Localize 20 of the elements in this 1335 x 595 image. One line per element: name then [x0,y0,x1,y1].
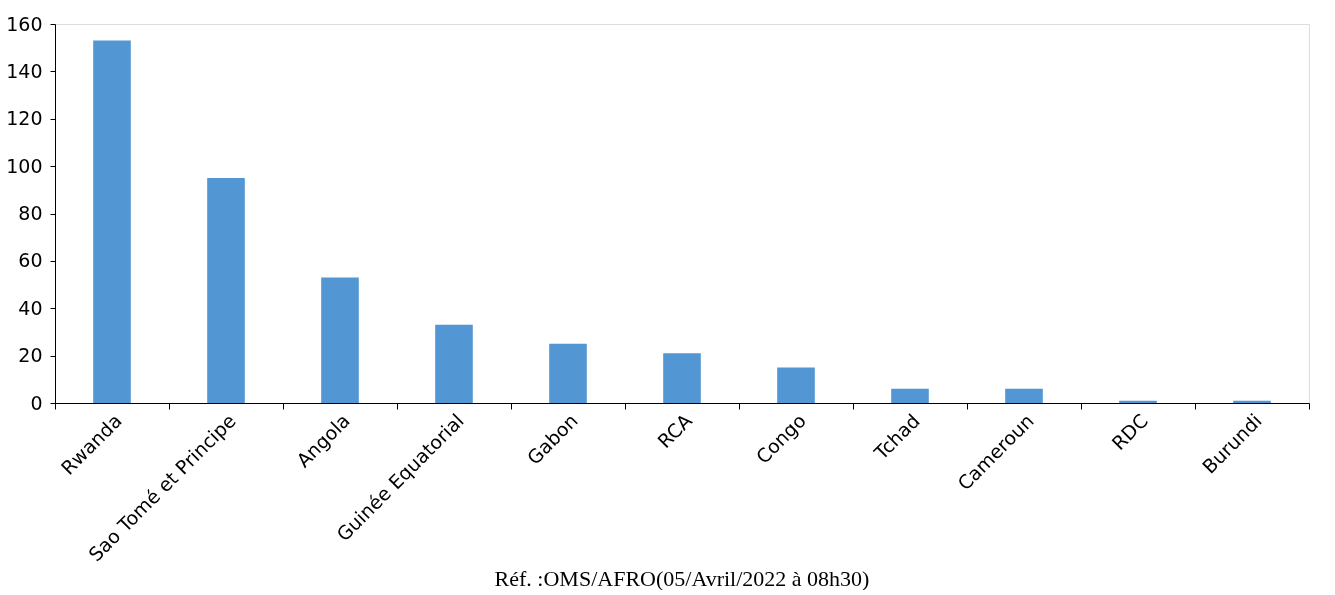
bar [1005,388,1043,403]
bar [891,388,929,403]
y-tick-label: 80 [18,202,43,224]
bar [663,353,701,403]
y-tick-label: 0 [30,391,43,414]
y-tick-label: 120 [6,107,43,130]
y-tick-label: 140 [6,59,43,82]
bar [777,367,815,403]
y-tick-label: 20 [18,344,43,367]
y-tick-label: 60 [18,249,43,272]
text: Réf. :OMS/AFRO(05/Avril/2022 à 08h30) [494,565,870,591]
y-tick-label: 100 [6,154,43,177]
bar [93,40,131,403]
bar [435,324,473,403]
bar [207,177,245,403]
bar [321,277,359,403]
x-tick-label: RCA [653,409,696,453]
y-tick-label: 160 [6,12,43,35]
y-tick-label: 40 [18,296,43,319]
bar [549,343,587,403]
